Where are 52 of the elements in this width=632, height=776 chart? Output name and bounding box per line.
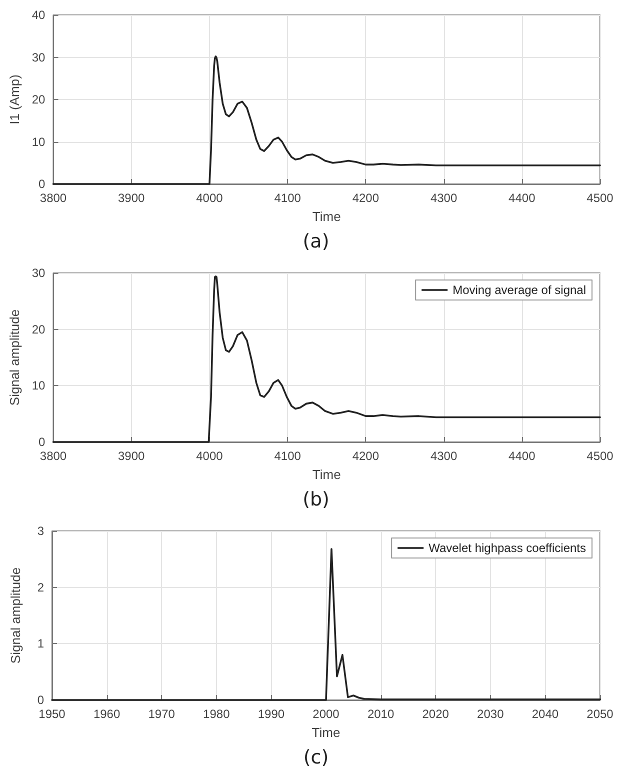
y-axis-title: Signal amplitude [8,567,23,664]
legend-label: Wavelet highpass coefficients [428,541,586,555]
x-tick-label: 1990 [258,707,285,721]
y-tick-label: 20 [32,322,46,336]
x-tick-label: 4200 [352,191,380,205]
x-tick-label: 3900 [118,191,146,205]
x-tick-label: 1950 [38,707,66,721]
x-axis-title: Time [312,467,341,482]
y-axis-title: Signal amplitude [7,309,22,406]
x-tick-label: 1970 [148,707,176,721]
x-tick-label: 4100 [274,449,302,463]
y-tick-label: 0 [38,435,46,449]
y-tick-label: 10 [32,378,46,393]
x-tick-label: 4500 [586,191,614,205]
text: (a) [302,230,330,252]
y-tick-label: 0 [38,177,46,191]
x-tick-label: 4300 [430,191,458,205]
x-tick-label: 1980 [203,707,230,721]
x-tick-label: 2050 [586,707,614,721]
x-tick-label: 1960 [93,707,120,721]
x-tick-label: 2000 [312,707,340,721]
y-tick-label: 10 [32,134,46,149]
y-tick-label: 20 [32,92,46,106]
x-tick-label: 4000 [196,191,224,205]
line-series [52,275,601,443]
x-tick-label: 3900 [118,449,146,463]
x-tick-label: 3800 [40,449,67,463]
x-tick-label: 4000 [196,449,224,463]
text: (c) [303,746,329,768]
y-tick-label: 30 [32,266,46,280]
y-tick-label: 30 [32,50,46,64]
y-tick-label: 2 [37,580,44,594]
x-tick-label: 4200 [352,449,380,463]
x-tick-label: 4500 [586,449,614,463]
legend-label: Moving average of signal [452,283,586,297]
x-tick-label: 2040 [532,707,559,721]
y-axis-title: I1 (Amp) [7,74,22,124]
text: (b) [302,488,330,510]
y-tick-label: 1 [37,636,44,651]
y-tick-label: 40 [32,8,46,22]
x-tick-label: 4100 [274,191,302,205]
x-tick-label: 3800 [40,191,67,205]
x-tick-label: 4300 [430,449,458,463]
x-tick-label: 2010 [367,707,394,721]
x-tick-label: 4400 [508,449,536,463]
y-tick-label: 0 [37,693,44,707]
x-tick-label: 4400 [508,191,536,205]
y-tick-label: 3 [37,524,44,538]
x-axis-title: Time [312,209,341,224]
x-tick-label: 2020 [422,707,450,721]
x-axis-title: Time [312,725,340,740]
x-tick-label: 2030 [477,707,504,721]
